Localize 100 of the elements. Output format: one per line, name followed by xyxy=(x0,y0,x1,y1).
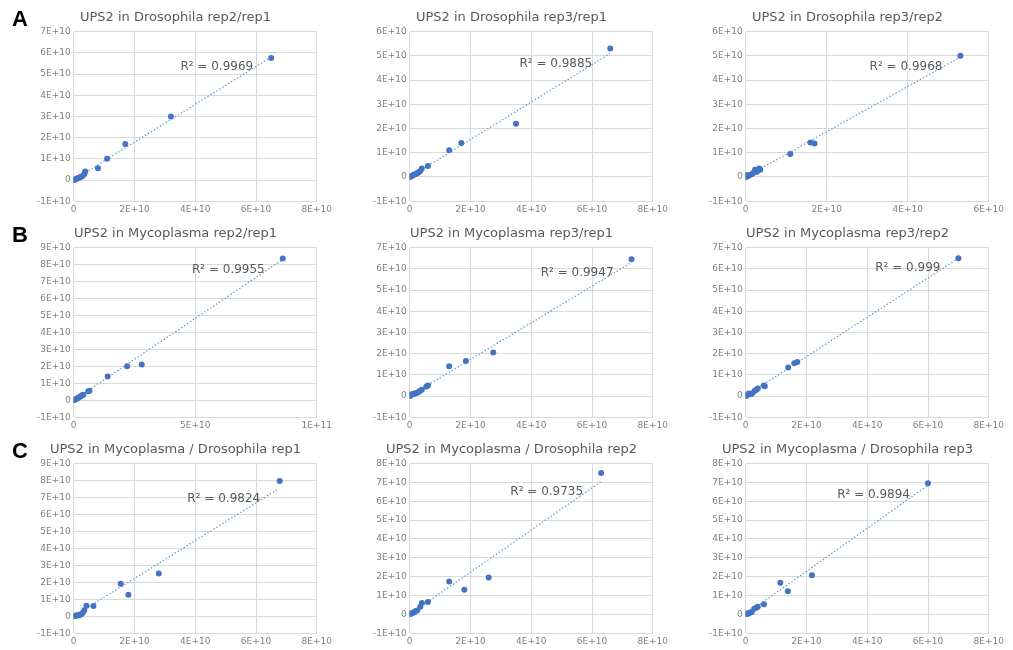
y-tick-label: -1E+10 xyxy=(37,627,71,638)
x-tick-label: 8E+10 xyxy=(637,419,669,430)
x-tick-label: 6E+10 xyxy=(912,419,944,430)
y-tick-label: 3E+10 xyxy=(712,552,743,563)
y-tick-label: 1E+10 xyxy=(712,589,743,600)
chart-title: UPS2 in Mycoplasma rep2/rep1 xyxy=(74,225,277,241)
x-tick-label: 6E+10 xyxy=(240,635,272,646)
y-tick-label: 8E+10 xyxy=(376,457,407,468)
y-tick-label: 5E+10 xyxy=(376,50,407,61)
y-tick-label: 1E+10 xyxy=(376,589,407,600)
x-tick-label: 4E+10 xyxy=(516,635,547,646)
x-tick-label: 6E+10 xyxy=(576,419,608,430)
x-tick-label: 8E+10 xyxy=(637,203,669,214)
x-tick-label: 6E+10 xyxy=(973,203,1005,214)
y-tick-label: 9E+10 xyxy=(40,457,71,468)
annotation: R² = 0.9824 xyxy=(187,491,261,506)
y-tick-label: 5E+10 xyxy=(40,309,71,320)
y-tick-label: 2E+10 xyxy=(712,571,743,582)
y-tick-label: 1E+10 xyxy=(376,369,407,380)
y-tick-label: 6E+10 xyxy=(40,47,71,58)
chart-title: UPS2 in Mycoplasma / Drosophila rep1 xyxy=(49,441,302,457)
y-tick-label: 7E+10 xyxy=(376,241,407,252)
y-tick-label: 3E+10 xyxy=(376,552,407,563)
x-tick-label: 5E+10 xyxy=(180,419,211,430)
x-tick-label: 6E+10 xyxy=(576,203,608,214)
y-tick-label: 3E+10 xyxy=(376,98,407,109)
text: B xyxy=(12,222,28,248)
y-tick-label: 3E+10 xyxy=(40,110,71,121)
y-tick-label: 9E+10 xyxy=(40,241,71,252)
x-tick-label: 4E+10 xyxy=(180,635,211,646)
y-tick-label: -1E+10 xyxy=(709,195,743,206)
y-tick-label: 4E+10 xyxy=(376,74,407,85)
y-tick-label: 2E+10 xyxy=(376,571,407,582)
y-tick-label: 4E+10 xyxy=(40,326,71,337)
y-tick-label: -1E+10 xyxy=(373,627,407,638)
y-tick-label: -1E+10 xyxy=(373,195,407,206)
y-tick-label: -1E+10 xyxy=(709,627,743,638)
chart-title: UPS2 in Drosophila rep2/rep1 xyxy=(79,9,272,25)
y-tick-label: 5E+10 xyxy=(712,514,743,525)
y-tick-label: 3E+10 xyxy=(40,559,71,570)
x-tick-label: 2E+10 xyxy=(455,419,486,430)
y-tick-label: 1E+10 xyxy=(712,369,743,380)
y-tick-label: 7E+10 xyxy=(712,476,743,487)
y-tick-label: 8E+10 xyxy=(712,457,743,468)
y-tick-label: 0 xyxy=(736,608,743,619)
y-tick-label: 5E+10 xyxy=(376,284,407,295)
y-tick-label: 0 xyxy=(400,390,407,401)
annotation: R² = 0.9947 xyxy=(540,264,614,279)
y-tick-label: 7E+10 xyxy=(40,25,71,36)
y-tick-label: 2E+10 xyxy=(376,122,407,133)
y-tick-label: 2E+10 xyxy=(376,347,407,358)
y-tick-label: 0 xyxy=(400,608,407,619)
x-tick-label: 2E+10 xyxy=(791,635,822,646)
y-tick-label: 3E+10 xyxy=(712,326,743,337)
x-tick-label: 6E+10 xyxy=(912,635,944,646)
annotation: R² = 0.9968 xyxy=(869,59,943,74)
chart-title: UPS2 in Mycoplasma rep3/rep2 xyxy=(746,225,949,241)
y-tick-label: 0 xyxy=(736,171,743,182)
x-tick-label: 4E+10 xyxy=(892,203,924,214)
y-tick-label: 7E+10 xyxy=(40,275,71,286)
y-tick-label: 7E+10 xyxy=(712,241,743,252)
x-tick-label: 8E+10 xyxy=(301,203,333,214)
y-tick-label: 3E+10 xyxy=(376,326,407,337)
y-tick-label: 1E+10 xyxy=(376,147,407,158)
y-tick-label: 1E+10 xyxy=(712,147,743,158)
y-tick-label: 2E+10 xyxy=(712,122,743,133)
chart-title: UPS2 in Drosophila rep3/rep1 xyxy=(415,9,608,25)
y-tick-label: 3E+10 xyxy=(712,98,743,109)
y-tick-label: 1E+10 xyxy=(40,377,71,388)
annotation: R² = 0.9969 xyxy=(180,59,254,74)
y-tick-label: 6E+10 xyxy=(40,508,71,519)
y-tick-label: 5E+10 xyxy=(40,68,71,79)
x-tick-label: 2E+10 xyxy=(791,419,822,430)
annotation: R² = 0.999 xyxy=(875,260,941,275)
x-tick-label: 2E+10 xyxy=(119,203,150,214)
y-tick-label: 8E+10 xyxy=(40,258,71,269)
y-tick-label: 2E+10 xyxy=(712,347,743,358)
y-tick-label: 0 xyxy=(736,390,743,401)
y-tick-label: 0 xyxy=(400,171,407,182)
y-tick-label: -1E+10 xyxy=(37,411,71,422)
y-tick-label: 4E+10 xyxy=(712,74,743,85)
x-tick-label: 6E+10 xyxy=(576,635,608,646)
annotation: R² = 0.9735 xyxy=(510,483,584,498)
y-tick-label: 6E+10 xyxy=(376,263,407,274)
x-tick-label: 8E+10 xyxy=(637,635,669,646)
y-tick-label: 4E+10 xyxy=(40,89,71,100)
x-tick-label: 6E+10 xyxy=(240,203,272,214)
text: A xyxy=(12,6,28,32)
y-tick-label: 5E+10 xyxy=(376,514,407,525)
y-tick-label: 4E+10 xyxy=(376,305,407,316)
y-tick-label: 4E+10 xyxy=(712,305,743,316)
y-tick-label: 6E+10 xyxy=(712,263,743,274)
y-tick-label: 4E+10 xyxy=(40,542,71,553)
y-tick-label: 6E+10 xyxy=(40,292,71,303)
x-tick-label: 1E+11 xyxy=(301,419,332,430)
x-tick-label: 8E+10 xyxy=(973,419,1005,430)
chart-title: UPS2 in Drosophila rep3/rep2 xyxy=(751,9,944,25)
y-tick-label: 5E+10 xyxy=(712,50,743,61)
y-tick-label: -1E+10 xyxy=(709,411,743,422)
y-tick-label: 1E+10 xyxy=(40,593,71,604)
